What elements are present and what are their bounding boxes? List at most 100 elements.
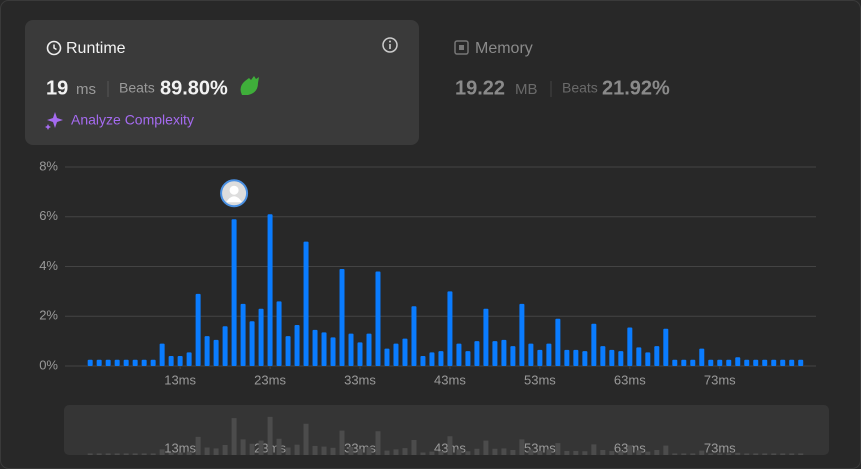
bar[interactable] — [267, 214, 273, 366]
bar[interactable] — [249, 321, 255, 366]
bar[interactable] — [555, 318, 561, 366]
bar[interactable] — [789, 359, 795, 366]
bar[interactable] — [501, 339, 507, 366]
bar[interactable] — [564, 349, 570, 366]
bar[interactable] — [690, 359, 696, 366]
slider-bar — [312, 445, 318, 455]
bar[interactable] — [681, 359, 687, 366]
bar[interactable] — [627, 327, 633, 366]
bar[interactable] — [222, 326, 228, 366]
slider-bar — [627, 445, 633, 455]
bar[interactable] — [762, 359, 768, 366]
slider-bar — [582, 451, 588, 455]
bar[interactable] — [546, 343, 552, 366]
bar[interactable] — [204, 336, 210, 366]
bar[interactable] — [348, 333, 354, 366]
bar[interactable] — [672, 359, 678, 366]
analyze-link[interactable]: Analyze Complexity — [71, 112, 194, 128]
bar[interactable] — [321, 332, 327, 366]
bar[interactable] — [141, 359, 147, 366]
bar[interactable] — [798, 359, 804, 366]
chip-icon — [454, 40, 469, 55]
bar[interactable] — [474, 341, 480, 366]
bar[interactable] — [357, 342, 363, 366]
slider-bar — [780, 453, 786, 455]
slider-bar — [735, 452, 741, 455]
bar[interactable] — [285, 336, 291, 366]
bar[interactable] — [159, 343, 165, 366]
bar[interactable] — [132, 359, 138, 366]
bar[interactable] — [744, 359, 750, 366]
clock-icon — [46, 40, 62, 56]
bar[interactable] — [528, 343, 534, 366]
bar[interactable] — [186, 352, 192, 366]
bar[interactable] — [492, 341, 498, 366]
bar[interactable] — [510, 346, 516, 366]
runtime-card[interactable] — [25, 20, 419, 145]
bar[interactable] — [393, 343, 399, 366]
bar[interactable] — [663, 328, 669, 366]
bar[interactable] — [699, 348, 705, 366]
bar[interactable] — [312, 329, 318, 366]
bar[interactable] — [339, 268, 345, 366]
runtime-beats: 89.80% — [160, 77, 228, 99]
bar[interactable] — [240, 303, 246, 366]
bar[interactable] — [618, 351, 624, 366]
x-tick-label: 53ms — [524, 372, 556, 387]
bar[interactable] — [456, 343, 462, 366]
bar[interactable] — [87, 359, 93, 366]
bar[interactable] — [123, 359, 129, 366]
bar[interactable] — [537, 349, 543, 366]
bar[interactable] — [276, 301, 282, 366]
bar[interactable] — [582, 351, 588, 366]
bar[interactable] — [735, 357, 741, 366]
bar[interactable] — [411, 306, 417, 366]
bar[interactable] — [420, 356, 426, 366]
bar[interactable] — [600, 346, 606, 366]
bar[interactable] — [573, 349, 579, 366]
bar[interactable] — [330, 337, 336, 366]
bar[interactable] — [375, 271, 381, 366]
bar[interactable] — [231, 219, 237, 366]
bar[interactable] — [717, 359, 723, 366]
bar[interactable] — [645, 352, 651, 366]
slider-bar — [600, 450, 606, 455]
bar[interactable] — [591, 323, 597, 366]
x-tick-label: 73ms — [704, 372, 736, 387]
bar[interactable] — [195, 293, 201, 366]
bar[interactable] — [384, 348, 390, 366]
range-slider[interactable] — [64, 405, 829, 455]
bar[interactable] — [213, 339, 219, 366]
bar[interactable] — [105, 359, 111, 366]
bar[interactable] — [708, 359, 714, 366]
bar[interactable] — [519, 303, 525, 366]
bar[interactable] — [177, 356, 183, 366]
bar[interactable] — [294, 324, 300, 366]
bar[interactable] — [402, 338, 408, 366]
bar[interactable] — [366, 333, 372, 366]
bar[interactable] — [168, 356, 174, 366]
slider-tick-label: 73ms — [704, 440, 736, 455]
bar[interactable] — [258, 308, 264, 366]
bar[interactable] — [114, 359, 120, 366]
bar[interactable] — [780, 359, 786, 366]
bar[interactable] — [465, 351, 471, 366]
bar[interactable] — [483, 308, 489, 366]
bar[interactable] — [303, 241, 309, 366]
bar[interactable] — [753, 359, 759, 366]
info-icon[interactable] — [382, 37, 398, 53]
bar[interactable] — [771, 359, 777, 366]
slider-bar — [771, 453, 777, 455]
bar[interactable] — [150, 359, 156, 366]
bar[interactable] — [609, 349, 615, 366]
bar[interactable] — [636, 347, 642, 366]
bar[interactable] — [447, 291, 453, 366]
bar[interactable] — [96, 359, 102, 366]
memory-title[interactable]: Memory — [475, 40, 533, 57]
bar[interactable] — [726, 359, 732, 366]
bar[interactable] — [654, 346, 660, 366]
slider-bar — [276, 438, 282, 455]
bar[interactable] — [429, 352, 435, 366]
bar[interactable] — [438, 351, 444, 366]
slider-bar — [105, 453, 111, 455]
